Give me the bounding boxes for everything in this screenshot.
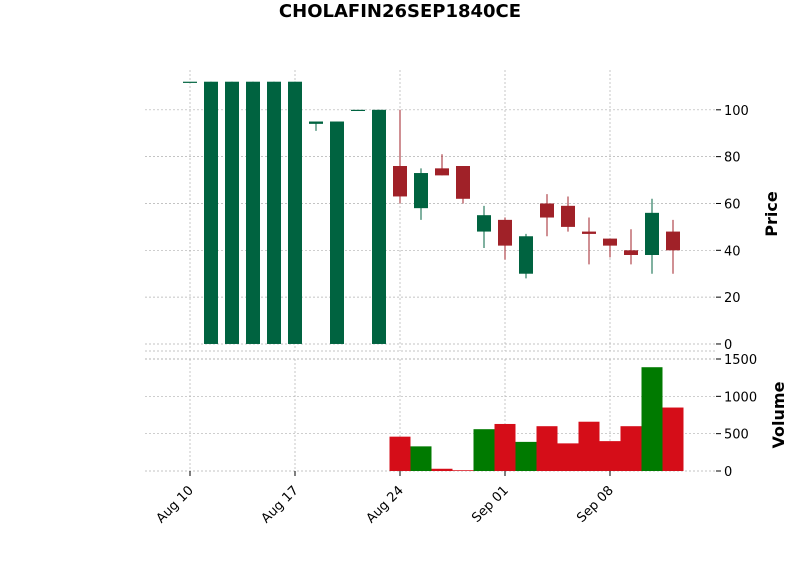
candle: [309, 121, 323, 131]
candle: [519, 233, 533, 279]
candle: [561, 196, 575, 232]
candle-body: [603, 238, 617, 246]
candle-body: [183, 81, 197, 83]
candle-body: [477, 215, 491, 232]
chart-title: CHOLAFIN26SEP1840CE: [279, 1, 521, 22]
volume-axis: 0 500 1000 1500: [716, 353, 757, 480]
candle-body: [582, 231, 596, 234]
volume-bar: [599, 441, 621, 471]
candle: [351, 109, 365, 112]
candle: [393, 109, 407, 204]
candle: [183, 81, 197, 83]
candle-body: [330, 121, 344, 344]
candle: [540, 194, 554, 237]
price-axis: 0 20 40 60 80 100: [716, 104, 749, 353]
volume-bar: [578, 421, 600, 471]
candle-body: [540, 203, 554, 218]
candle: [267, 81, 281, 344]
candle-body: [435, 168, 449, 176]
volume-bar: [662, 407, 684, 471]
x-tick-label: Sep 01: [469, 483, 512, 526]
candle-body: [519, 236, 533, 274]
volume-bar: [536, 426, 558, 471]
volume-tick-label: 0: [724, 465, 732, 480]
candle: [246, 81, 260, 344]
candle-body: [456, 166, 470, 199]
candle: [372, 109, 386, 344]
candle: [204, 81, 218, 344]
candle-body: [267, 81, 281, 344]
candle-body: [645, 212, 659, 255]
x-tick-label: Aug 10: [154, 483, 197, 526]
volume-bar: [620, 426, 642, 471]
candle-body: [666, 231, 680, 251]
candle-body: [393, 166, 407, 197]
volume-bar: [515, 441, 537, 471]
x-axis: Aug 10 Aug 17 Aug 24 Sep 01 Sep 08: [154, 471, 617, 526]
candle-body: [351, 109, 365, 112]
candle: [645, 198, 659, 274]
candle-body: [204, 81, 218, 344]
candle: [498, 217, 512, 260]
candle-body: [288, 81, 302, 344]
volume-bar: [641, 367, 663, 471]
candle-body: [624, 250, 638, 255]
price-tick-label: 100: [724, 104, 749, 119]
candle-body: [225, 81, 239, 344]
price-axis-label: Price: [762, 191, 781, 237]
candle-body: [561, 205, 575, 227]
price-tick-label: 80: [724, 151, 741, 166]
candle: [435, 154, 449, 176]
volume-bar: [389, 436, 411, 471]
price-tick-label: 0: [724, 338, 732, 353]
price-tick-label: 40: [724, 244, 741, 259]
volume-bar: [473, 429, 495, 471]
candle: [666, 219, 680, 274]
volume-tick-label: 1500: [724, 353, 757, 368]
candle: [582, 217, 596, 265]
price-grid: [145, 70, 716, 352]
price-tick-label: 60: [724, 197, 741, 212]
volume-bar: [557, 443, 579, 471]
candle-body: [498, 219, 512, 246]
candle: [288, 81, 302, 344]
candles-layer: [183, 81, 680, 344]
candle-body: [309, 121, 323, 124]
x-tick-label: Aug 24: [364, 483, 407, 526]
candle: [624, 229, 638, 265]
volume-tick-label: 1000: [724, 390, 757, 405]
candle: [330, 121, 344, 344]
volume-bar: [494, 423, 516, 471]
volume-tick-label: 500: [724, 428, 749, 443]
candle: [456, 166, 470, 204]
volume-bar: [452, 470, 474, 471]
candle: [414, 168, 428, 220]
candle: [477, 205, 491, 248]
volume-bar: [431, 468, 453, 471]
price-tick-label: 20: [724, 291, 741, 306]
candle-body: [372, 109, 386, 344]
candle: [603, 238, 617, 258]
volume-bar: [410, 446, 432, 471]
candle-body: [246, 81, 260, 344]
x-tick-label: Sep 08: [574, 483, 617, 526]
candle: [225, 81, 239, 344]
candle-body: [414, 173, 428, 209]
volume-layer: [389, 367, 684, 471]
x-tick-label: Aug 17: [259, 483, 302, 526]
volume-axis-label: Volume: [769, 381, 788, 448]
